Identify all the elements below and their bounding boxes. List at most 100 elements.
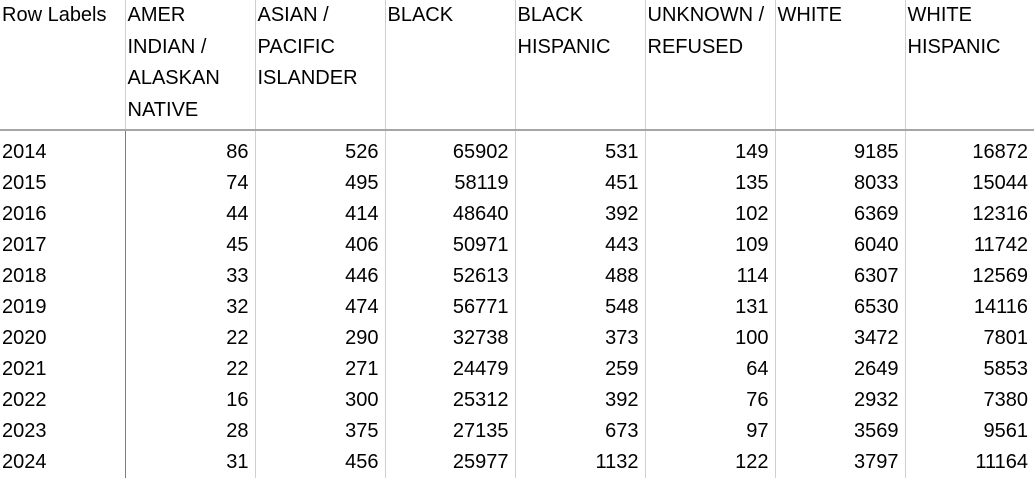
table-cell[interactable]: 56771 (384, 292, 515, 323)
table-row: 2015 74 495 58119 451 135 8033 15044 (0, 168, 1034, 199)
table-cell[interactable]: 12316 (904, 199, 1034, 230)
table-cell[interactable]: 531 (514, 130, 645, 168)
table-cell[interactable]: 488 (514, 261, 645, 292)
table-cell[interactable]: 109 (644, 230, 775, 261)
row-label[interactable]: 2024 (0, 447, 126, 478)
table-cell[interactable]: 50971 (384, 230, 515, 261)
row-label[interactable]: 2015 (0, 168, 126, 199)
table-cell[interactable]: 271 (254, 354, 385, 385)
table-cell[interactable]: 97 (644, 416, 775, 447)
table-cell[interactable]: 31 (124, 447, 255, 478)
table-cell[interactable]: 6530 (774, 292, 905, 323)
pivot-body: 2014 86 526 65902 531 149 9185 16872 201… (0, 130, 1034, 478)
table-cell[interactable]: 3797 (774, 447, 905, 478)
table-cell[interactable]: 9561 (904, 416, 1034, 447)
table-cell[interactable]: 392 (514, 385, 645, 416)
table-cell[interactable]: 22 (124, 354, 255, 385)
table-cell[interactable]: 406 (254, 230, 385, 261)
table-cell[interactable]: 12569 (904, 261, 1034, 292)
table-cell[interactable]: 446 (254, 261, 385, 292)
table-cell[interactable]: 11742 (904, 230, 1034, 261)
table-cell[interactable]: 526 (254, 130, 385, 168)
table-cell[interactable]: 290 (254, 323, 385, 354)
table-cell[interactable]: 86 (124, 130, 255, 168)
row-label[interactable]: 2019 (0, 292, 126, 323)
table-cell[interactable]: 451 (514, 168, 645, 199)
row-label[interactable]: 2018 (0, 261, 126, 292)
table-cell[interactable]: 131 (644, 292, 775, 323)
column-header-black[interactable]: BLACK (384, 0, 515, 131)
table-cell[interactable]: 11164 (904, 447, 1034, 478)
table-cell[interactable]: 6369 (774, 199, 905, 230)
table-cell[interactable]: 65902 (384, 130, 515, 168)
table-cell[interactable]: 27135 (384, 416, 515, 447)
table-cell[interactable]: 300 (254, 385, 385, 416)
table-cell[interactable]: 373 (514, 323, 645, 354)
table-cell[interactable]: 32738 (384, 323, 515, 354)
table-cell[interactable]: 122 (644, 447, 775, 478)
table-cell[interactable]: 456 (254, 447, 385, 478)
column-header-unknown-refused[interactable]: UNKNOWN / REFUSED (644, 0, 775, 131)
table-cell[interactable]: 24479 (384, 354, 515, 385)
table-cell[interactable]: 45 (124, 230, 255, 261)
table-cell[interactable]: 74 (124, 168, 255, 199)
table-cell[interactable]: 102 (644, 199, 775, 230)
table-cell[interactable]: 474 (254, 292, 385, 323)
column-header-asian-pacific-islander[interactable]: ASIAN / PACIFIC ISLANDER (254, 0, 385, 131)
row-label[interactable]: 2017 (0, 230, 126, 261)
table-cell[interactable]: 76 (644, 385, 775, 416)
table-row: 2020 22 290 32738 373 100 3472 7801 (0, 323, 1034, 354)
table-cell[interactable]: 16 (124, 385, 255, 416)
table-cell[interactable]: 2649 (774, 354, 905, 385)
table-cell[interactable]: 7801 (904, 323, 1034, 354)
row-label[interactable]: 2021 (0, 354, 126, 385)
column-header-black-hispanic[interactable]: BLACK HISPANIC (514, 0, 645, 131)
table-cell[interactable]: 32 (124, 292, 255, 323)
table-cell[interactable]: 5853 (904, 354, 1034, 385)
table-cell[interactable]: 58119 (384, 168, 515, 199)
table-cell[interactable]: 673 (514, 416, 645, 447)
table-cell[interactable]: 44 (124, 199, 255, 230)
table-cell[interactable]: 3569 (774, 416, 905, 447)
table-cell[interactable]: 25312 (384, 385, 515, 416)
table-cell[interactable]: 100 (644, 323, 775, 354)
table-cell[interactable]: 7380 (904, 385, 1034, 416)
table-cell[interactable]: 25977 (384, 447, 515, 478)
row-label[interactable]: 2022 (0, 385, 126, 416)
column-header-amer-indian-alaskan-native[interactable]: AMER INDIAN / ALASKAN NATIVE (124, 0, 255, 131)
table-cell[interactable]: 548 (514, 292, 645, 323)
row-labels-header[interactable]: Row Labels (0, 0, 125, 131)
table-cell[interactable]: 14116 (904, 292, 1034, 323)
table-cell[interactable]: 6307 (774, 261, 905, 292)
row-label[interactable]: 2020 (0, 323, 126, 354)
table-cell[interactable]: 392 (514, 199, 645, 230)
table-cell[interactable]: 33 (124, 261, 255, 292)
table-cell[interactable]: 3472 (774, 323, 905, 354)
row-label[interactable]: 2023 (0, 416, 126, 447)
table-cell[interactable]: 6040 (774, 230, 905, 261)
table-cell[interactable]: 259 (514, 354, 645, 385)
table-cell[interactable]: 64 (644, 354, 775, 385)
table-cell[interactable]: 443 (514, 230, 645, 261)
column-header-white[interactable]: WHITE (774, 0, 905, 131)
table-cell[interactable]: 52613 (384, 261, 515, 292)
table-row: 2019 32 474 56771 548 131 6530 14116 (0, 292, 1034, 323)
table-cell[interactable]: 48640 (384, 199, 515, 230)
table-cell[interactable]: 375 (254, 416, 385, 447)
table-cell[interactable]: 149 (644, 130, 775, 168)
table-cell[interactable]: 15044 (904, 168, 1034, 199)
table-cell[interactable]: 22 (124, 323, 255, 354)
table-cell[interactable]: 114 (644, 261, 775, 292)
table-cell[interactable]: 16872 (904, 130, 1034, 168)
table-cell[interactable]: 495 (254, 168, 385, 199)
table-cell[interactable]: 28 (124, 416, 255, 447)
table-cell[interactable]: 1132 (514, 447, 645, 478)
table-cell[interactable]: 9185 (774, 130, 905, 168)
column-header-white-hispanic[interactable]: WHITE HISPANIC (904, 0, 1034, 131)
table-cell[interactable]: 135 (644, 168, 775, 199)
row-label[interactable]: 2014 (0, 130, 126, 168)
table-cell[interactable]: 414 (254, 199, 385, 230)
table-cell[interactable]: 8033 (774, 168, 905, 199)
table-cell[interactable]: 2932 (774, 385, 905, 416)
row-label[interactable]: 2016 (0, 199, 126, 230)
